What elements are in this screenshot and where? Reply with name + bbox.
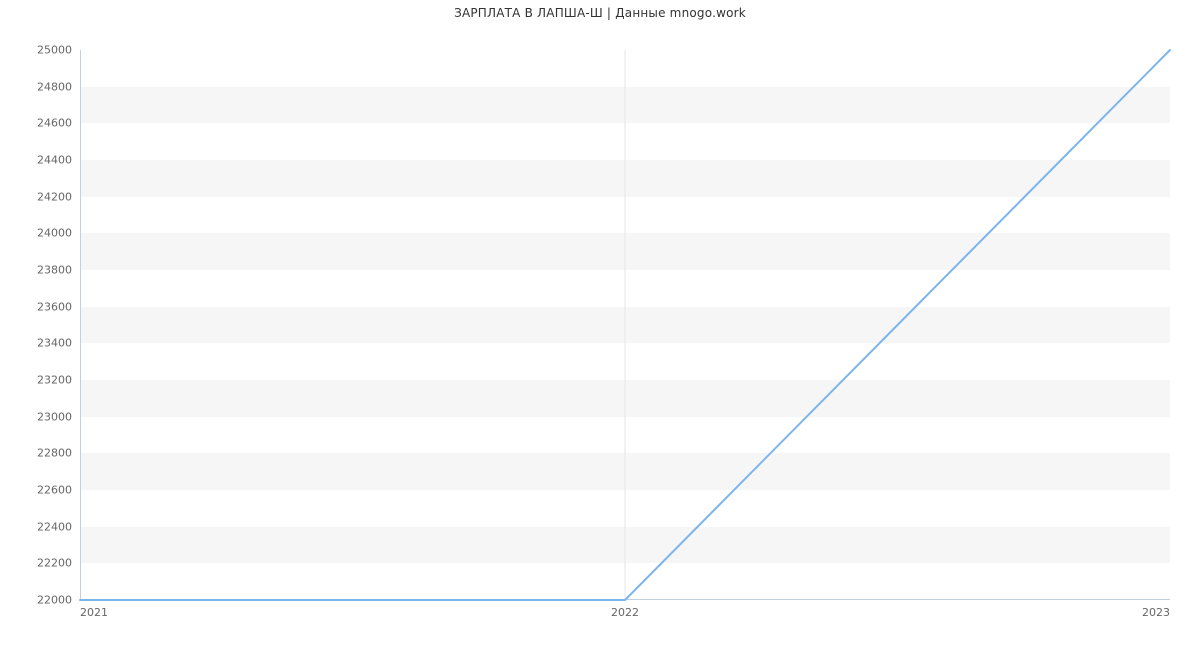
series-svg	[80, 50, 1170, 600]
y-tick-label: 24000	[37, 227, 72, 240]
y-tick-label: 23200	[37, 374, 72, 387]
y-tick-label: 22600	[37, 484, 72, 497]
x-tick-label: 2023	[1142, 606, 1170, 619]
y-tick-label: 22800	[37, 447, 72, 460]
y-tick-label: 24400	[37, 154, 72, 167]
chart-title: ЗАРПЛАТА В ЛАПША-Ш | Данные mnogo.work	[0, 6, 1200, 20]
y-tick-label: 23400	[37, 337, 72, 350]
y-tick-label: 23000	[37, 410, 72, 423]
y-tick-label: 22400	[37, 520, 72, 533]
salary-line-chart: ЗАРПЛАТА В ЛАПША-Ш | Данные mnogo.work 2…	[0, 0, 1200, 650]
y-tick-label: 23600	[37, 300, 72, 313]
plot-area: 2200022200224002260022800230002320023400…	[80, 50, 1170, 600]
y-tick-label: 25000	[37, 44, 72, 57]
y-tick-label: 24800	[37, 80, 72, 93]
x-tick-label: 2021	[80, 606, 108, 619]
x-tick-label: 2022	[611, 606, 639, 619]
y-tick-label: 24600	[37, 117, 72, 130]
y-tick-label: 22000	[37, 594, 72, 607]
y-tick-label: 23800	[37, 264, 72, 277]
y-tick-label: 24200	[37, 190, 72, 203]
y-tick-label: 22200	[37, 557, 72, 570]
